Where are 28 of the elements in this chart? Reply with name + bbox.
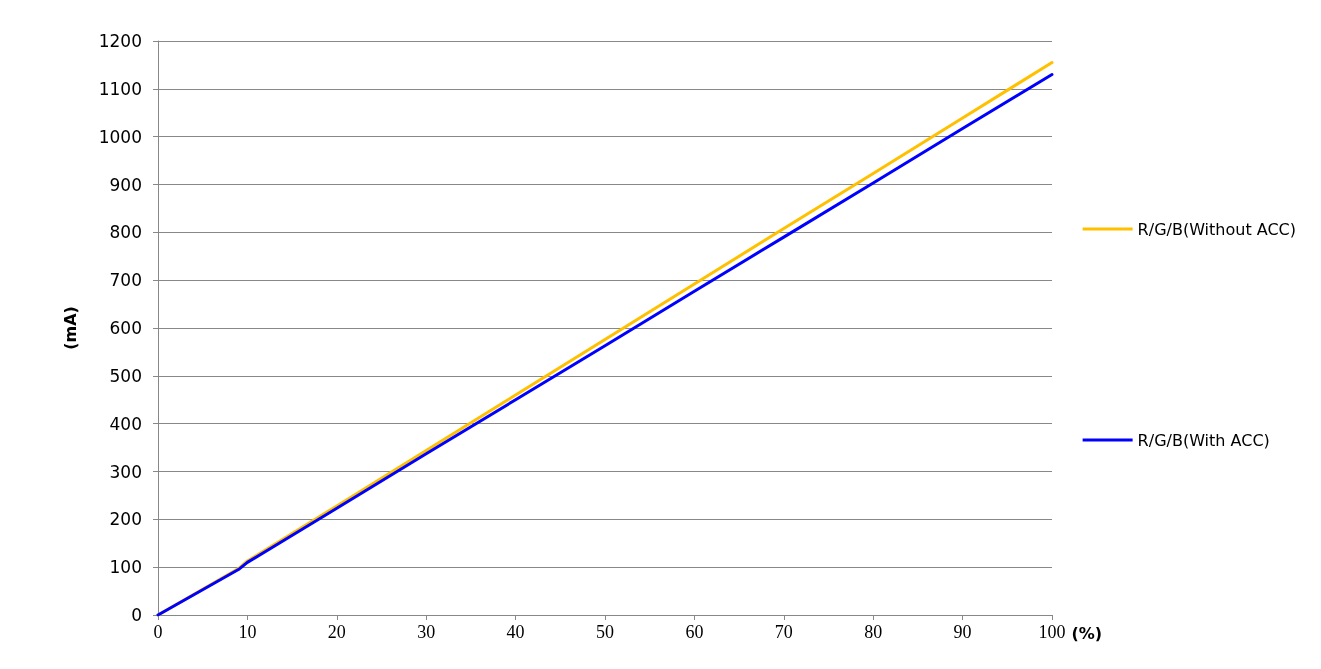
x-tick-label: 30 — [417, 622, 436, 642]
y-tick-label: 500 — [109, 365, 142, 386]
y-tick-label: 200 — [109, 509, 142, 530]
y-axis-title: (mA) — [60, 306, 80, 350]
x-tick-label: 20 — [327, 622, 346, 642]
y-tick-label: 100 — [109, 557, 142, 578]
legend-label: R/G/B(Without ACC) — [1137, 219, 1297, 239]
y-tick-label: 400 — [109, 413, 142, 434]
legend-label: R/G/B(With ACC) — [1137, 430, 1270, 450]
y-tick-label: 0 — [131, 605, 142, 625]
x-tick-label: 60 — [685, 622, 704, 642]
x-tick-label: 100 — [1038, 622, 1066, 642]
x-tick-label: 90 — [953, 622, 972, 642]
x-tick-label: 40 — [506, 622, 525, 642]
y-tick-label: 1100 — [98, 78, 142, 99]
x-tick-label: 70 — [774, 622, 793, 642]
y-tick-label: 1200 — [98, 31, 142, 51]
y-tick-label: 700 — [109, 270, 142, 291]
y-tick-label: 800 — [109, 222, 142, 243]
x-axis-title: (%) — [1071, 623, 1103, 643]
y-tick-label: 300 — [109, 461, 142, 482]
x-tick-label: 80 — [864, 622, 883, 642]
y-tick-label: 1000 — [98, 126, 142, 147]
y-tick-label: 900 — [109, 174, 142, 195]
y-tick-label: 600 — [109, 318, 142, 338]
x-tick-label: 0 — [153, 622, 163, 642]
x-tick-label: 10 — [238, 622, 257, 642]
x-tick-label: 50 — [596, 622, 614, 642]
